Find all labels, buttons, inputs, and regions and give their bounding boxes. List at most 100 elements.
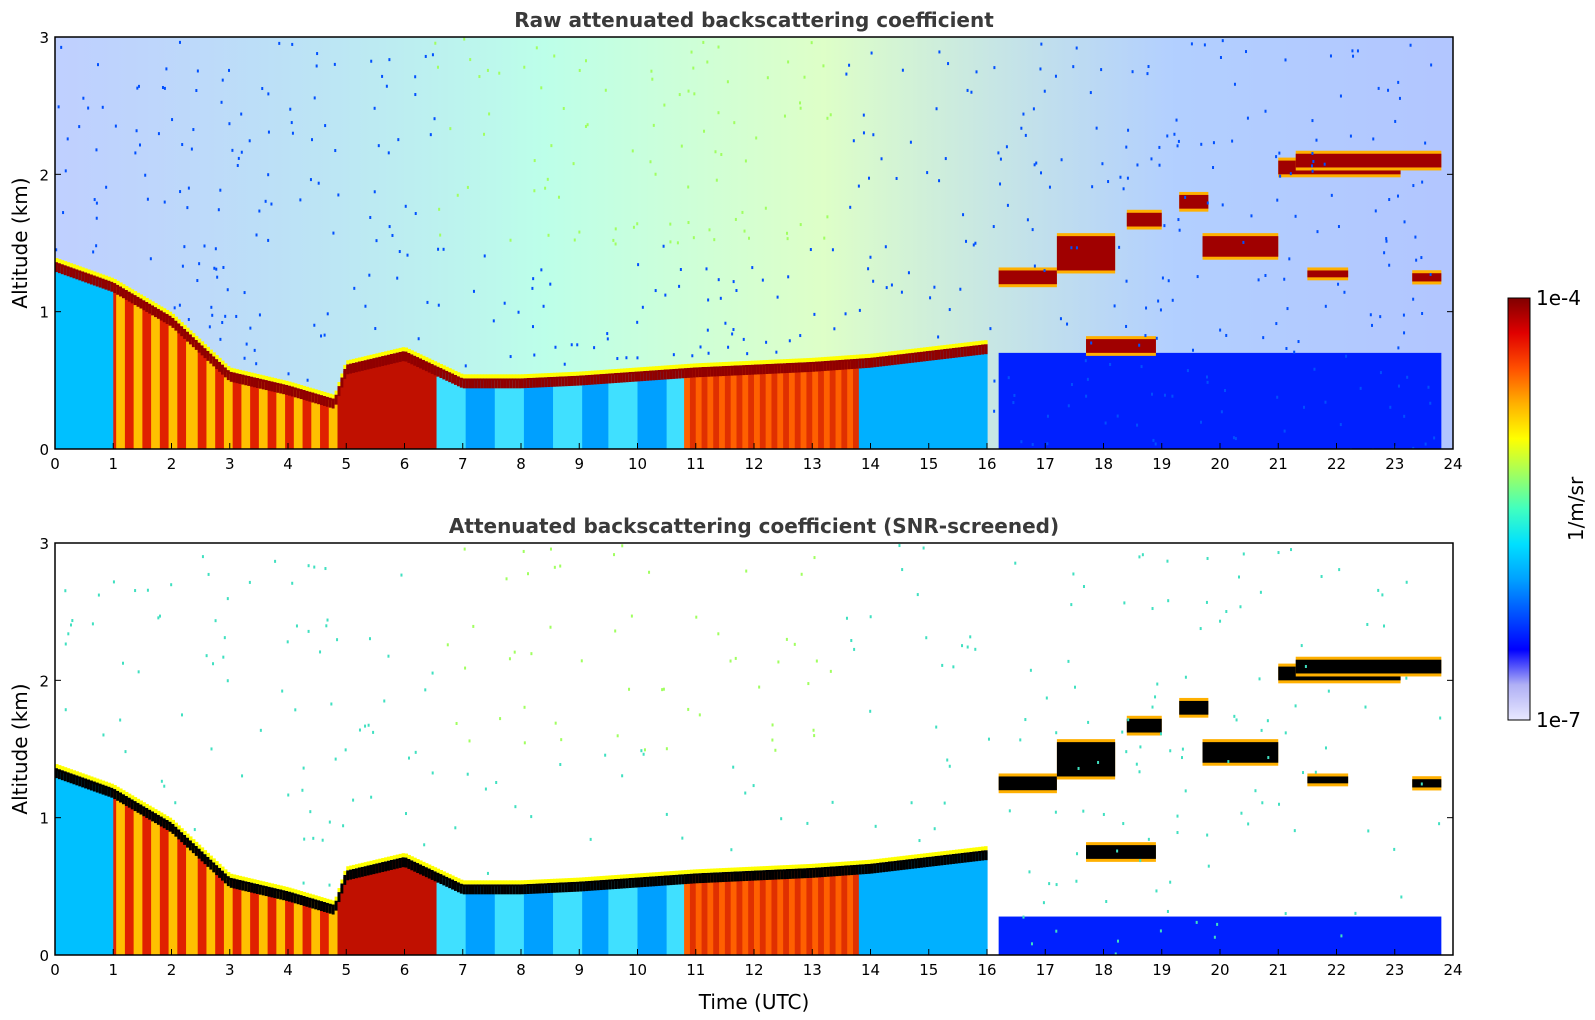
noise-speck: [549, 282, 552, 286]
bl-top: [299, 895, 304, 906]
noise-speck: [745, 569, 748, 573]
x-tick-label: 9: [574, 961, 584, 979]
bl-edge: [314, 389, 318, 394]
noise-speck: [267, 130, 270, 134]
noise-speck: [813, 734, 816, 738]
bl-edge: [512, 374, 516, 379]
bl-top: [754, 870, 758, 881]
noise-speck: [281, 689, 284, 693]
noise-speck: [1055, 883, 1058, 887]
bl-column: [232, 880, 237, 955]
bl-column: [943, 350, 947, 449]
noise-speck: [312, 836, 315, 840]
bl-top: [829, 360, 834, 371]
bl-column: [788, 870, 793, 955]
bl-edge: [634, 367, 639, 372]
noise-speck: [1414, 235, 1417, 239]
bl-column: [573, 883, 577, 955]
bl-edge: [223, 363, 228, 368]
bl-edge: [95, 272, 100, 277]
bl-edge: [454, 370, 458, 375]
bl-column: [625, 374, 630, 449]
bl-top: [687, 367, 691, 378]
bl-edge: [448, 368, 452, 373]
noise-speck: [741, 210, 744, 214]
bl-top: [593, 374, 598, 385]
bl-column: [244, 883, 248, 955]
bl-top: [689, 873, 694, 884]
noise-speck: [438, 207, 441, 211]
bl-edge: [159, 812, 164, 817]
x-tick-label: 11: [686, 455, 705, 473]
bl-top: [847, 865, 851, 876]
noise-speck: [550, 144, 553, 148]
bl-column: [649, 372, 653, 449]
bl-column: [864, 866, 869, 955]
noise-speck: [1250, 214, 1253, 218]
noise-speck: [734, 656, 737, 660]
bl-edge: [180, 322, 184, 327]
bl-column: [357, 363, 362, 449]
bl-edge: [72, 264, 76, 269]
bl-column: [258, 380, 263, 449]
bl-column: [678, 876, 682, 955]
bl-edge: [870, 859, 875, 864]
x-tick-label: 12: [744, 961, 763, 979]
bl-top: [675, 874, 679, 885]
noise-speck: [157, 616, 160, 620]
noise-speck: [872, 279, 875, 283]
bl-top: [972, 345, 976, 356]
bl-edge: [156, 810, 161, 815]
bl-column: [815, 363, 819, 449]
bl-top: [442, 875, 446, 886]
bl-edge: [844, 355, 848, 360]
noise-speck: [650, 69, 653, 73]
bl-edge: [305, 892, 309, 897]
bl-edge: [392, 855, 397, 860]
bl-top: [739, 871, 743, 882]
bl-top: [215, 359, 219, 370]
bl-column: [238, 375, 242, 449]
noise-speck: [1101, 162, 1104, 166]
bl-edge: [637, 367, 642, 372]
bl-edge: [576, 877, 580, 882]
noise-speck: [1075, 879, 1078, 883]
noise-speck: [326, 312, 329, 316]
bl-edge: [436, 868, 441, 873]
bl-edge: [360, 356, 365, 361]
noise-speck: [775, 350, 778, 354]
bl-column: [389, 355, 394, 449]
noise-speck: [993, 379, 996, 383]
bl-column: [879, 358, 883, 449]
noise-speck: [850, 639, 853, 643]
bl-edge: [427, 864, 432, 869]
bl-edge: [60, 260, 65, 265]
bl-edge: [672, 364, 676, 369]
noise-speck: [1140, 365, 1143, 369]
noise-speck: [1139, 859, 1142, 863]
bl-edge: [867, 859, 872, 864]
noise-speck: [137, 84, 140, 88]
noise-speck: [442, 247, 445, 251]
noise-speck: [368, 637, 371, 641]
noise-speck: [799, 106, 802, 110]
bl-edge: [60, 766, 65, 771]
bl-top: [331, 904, 336, 915]
bl-edge: [960, 342, 965, 347]
noise-speck: [259, 728, 262, 732]
noise-speck: [663, 103, 666, 107]
bl-edge: [649, 366, 653, 371]
noise-speck: [248, 139, 251, 143]
bl-column: [896, 862, 901, 955]
bl-top: [652, 876, 656, 887]
x-tick-label: 4: [283, 455, 293, 473]
bl-edge: [145, 803, 149, 808]
bl-column: [75, 271, 79, 449]
bl-top: [640, 877, 644, 888]
bl-edge: [713, 868, 717, 873]
noise-speck: [744, 159, 747, 163]
noise-speck: [414, 212, 417, 216]
bl-top: [820, 867, 825, 878]
noise-speck: [267, 173, 270, 177]
bl-top: [477, 884, 481, 895]
